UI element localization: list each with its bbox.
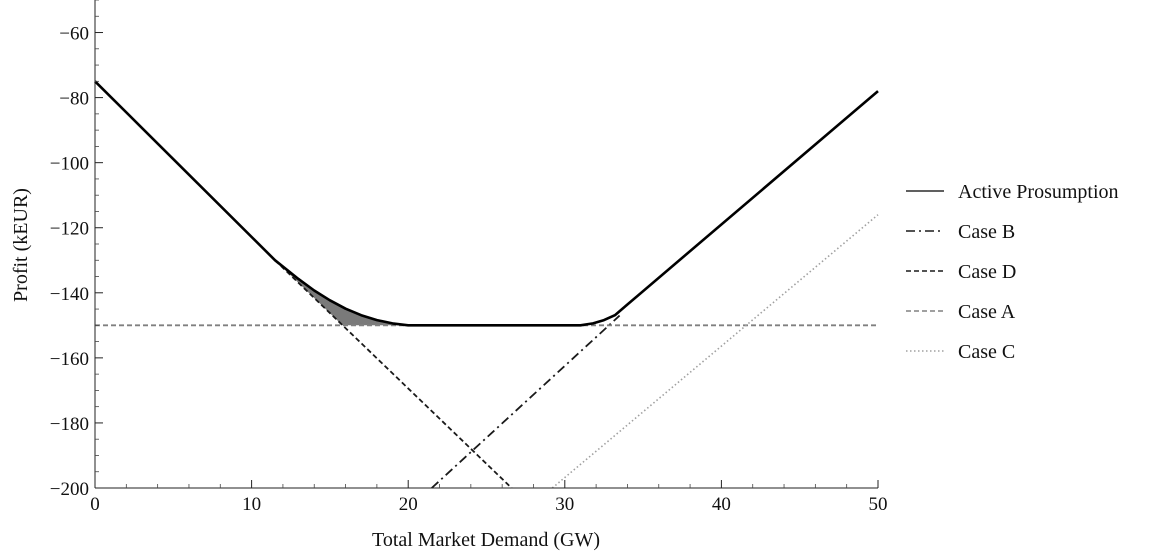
legend-label-case-d: Case D — [958, 261, 1016, 283]
y-tick-label: −60 — [59, 24, 89, 45]
y-axis-title: Profit (kEUR) — [10, 188, 32, 302]
y-tick-label: −140 — [50, 284, 89, 305]
x-tick-label: 40 — [712, 494, 731, 515]
y-tick-label: −200 — [50, 479, 89, 500]
x-tick-label: 10 — [242, 494, 261, 515]
x-tick-label: 50 — [869, 494, 888, 515]
legend-label-case-b: Case B — [958, 221, 1015, 243]
y-tick-label: −100 — [50, 154, 89, 175]
shaded-area — [275, 260, 409, 326]
y-tick-label: −80 — [59, 89, 89, 110]
legend-label-case-a: Case A — [958, 301, 1016, 323]
y-tick-label: −160 — [50, 349, 89, 370]
series-line-active-prosumption — [94, 80, 879, 327]
x-axis-title: Total Market Demand (GW) — [372, 529, 600, 551]
legend-label-case-c: Case C — [958, 341, 1015, 363]
axes-layer: 0 10 20 30 40 50 −200 −180 −160 −140 −120 −100 −80 −6… — [50, 0, 888, 515]
y-tick-label: −120 — [50, 219, 89, 240]
series-layer — [94, 80, 879, 489]
series-line-case-d — [274, 259, 513, 489]
x-tick-label: 30 — [555, 494, 574, 515]
legend-label-active-prosumption: Active Prosumption — [958, 181, 1119, 203]
series-line-case-b — [431, 314, 621, 489]
x-tick-label: 20 — [399, 494, 418, 515]
shaded-region-layer — [275, 260, 409, 326]
x-tick-label: 0 — [90, 494, 100, 515]
legend: Active Prosumption Case B Case D Case A Case… — [906, 181, 1119, 363]
y-tick-label: −180 — [50, 414, 89, 435]
series-line-case-c — [551, 214, 879, 489]
